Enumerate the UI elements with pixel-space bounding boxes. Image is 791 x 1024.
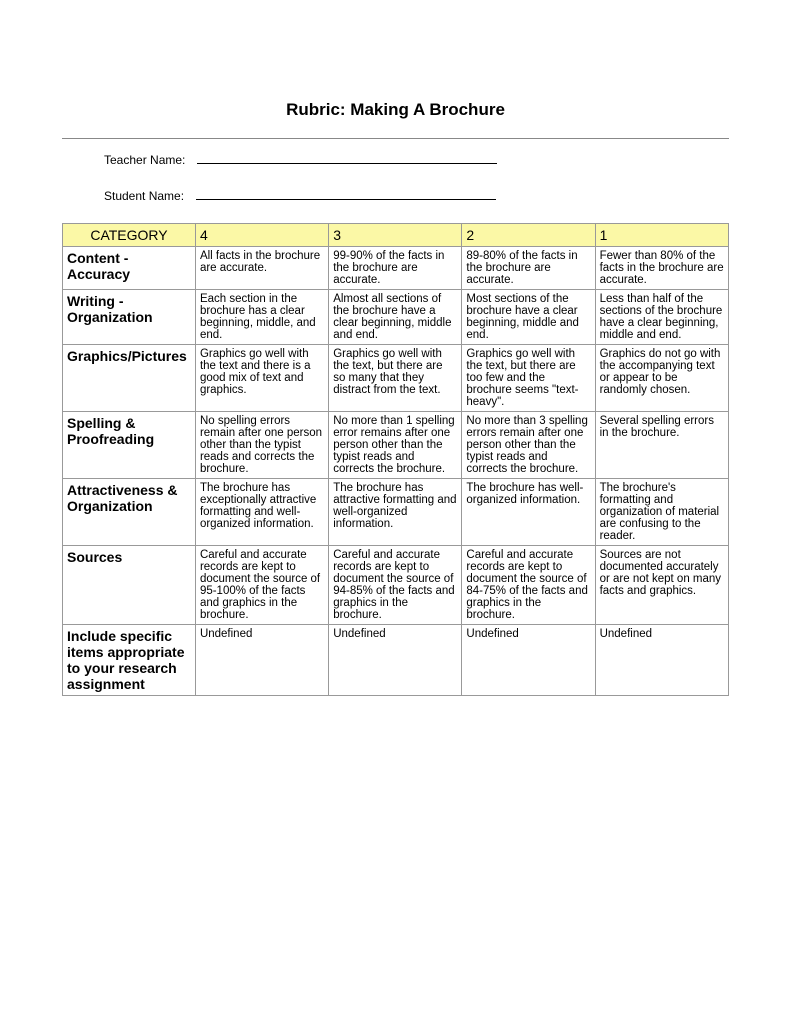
table-row: Spelling & Proofreading No spelling erro… — [63, 412, 729, 479]
header-score-1: 1 — [595, 224, 728, 247]
teacher-name-field: Teacher Name: — [104, 151, 729, 167]
cell: Graphics go well with the text, but ther… — [462, 345, 595, 412]
teacher-name-line — [197, 151, 497, 164]
cell: Graphics go well with the text, but ther… — [329, 345, 462, 412]
cell: Careful and accurate records are kept to… — [195, 546, 328, 625]
cell: Each section in the brochure has a clear… — [195, 290, 328, 345]
cell: Sources are not documented accurately or… — [595, 546, 728, 625]
category-name: Writing - Organization — [63, 290, 196, 345]
rubric-table: CATEGORY 4 3 2 1 Content - Accuracy All … — [62, 223, 729, 696]
cell: Most sections of the brochure have a cle… — [462, 290, 595, 345]
teacher-name-label: Teacher Name: — [104, 153, 185, 167]
cell: Undefined — [462, 625, 595, 696]
cell: All facts in the brochure are accurate. — [195, 247, 328, 290]
student-name-line — [196, 187, 496, 200]
cell: Fewer than 80% of the facts in the broch… — [595, 247, 728, 290]
cell: Undefined — [195, 625, 328, 696]
cell: The brochure has exceptionally attractiv… — [195, 479, 328, 546]
table-row: Content - Accuracy All facts in the broc… — [63, 247, 729, 290]
cell: Careful and accurate records are kept to… — [329, 546, 462, 625]
cell: Graphics go well with the text and there… — [195, 345, 328, 412]
table-row: Include specific items appropriate to yo… — [63, 625, 729, 696]
cell: Graphics do not go with the accompanying… — [595, 345, 728, 412]
category-name: Include specific items appropriate to yo… — [63, 625, 196, 696]
document-page: Rubric: Making A Brochure Teacher Name: … — [0, 0, 791, 696]
cell: Less than half of the sections of the br… — [595, 290, 728, 345]
category-name: Content - Accuracy — [63, 247, 196, 290]
table-row: Attractiveness & Organization The brochu… — [63, 479, 729, 546]
document-title: Rubric: Making A Brochure — [62, 100, 729, 120]
cell: Almost all sections of the brochure have… — [329, 290, 462, 345]
rubric-body: Content - Accuracy All facts in the broc… — [63, 247, 729, 696]
table-header-row: CATEGORY 4 3 2 1 — [63, 224, 729, 247]
cell: Undefined — [595, 625, 728, 696]
cell: No more than 3 spelling errors remain af… — [462, 412, 595, 479]
header-score-2: 2 — [462, 224, 595, 247]
cell: Careful and accurate records are kept to… — [462, 546, 595, 625]
category-name: Graphics/Pictures — [63, 345, 196, 412]
table-row: Graphics/Pictures Graphics go well with … — [63, 345, 729, 412]
category-name: Spelling & Proofreading — [63, 412, 196, 479]
header-category: CATEGORY — [63, 224, 196, 247]
cell: The brochure has attractive formatting a… — [329, 479, 462, 546]
cell: Several spelling errors in the brochure. — [595, 412, 728, 479]
cell: No more than 1 spelling error remains af… — [329, 412, 462, 479]
divider — [62, 138, 729, 139]
category-name: Attractiveness & Organization — [63, 479, 196, 546]
table-row: Sources Careful and accurate records are… — [63, 546, 729, 625]
student-name-label: Student Name: — [104, 189, 184, 203]
cell: 89-80% of the facts in the brochure are … — [462, 247, 595, 290]
cell: The brochure has well-organized informat… — [462, 479, 595, 546]
student-name-field: Student Name: — [104, 187, 729, 203]
header-score-4: 4 — [195, 224, 328, 247]
cell: 99-90% of the facts in the brochure are … — [329, 247, 462, 290]
cell: Undefined — [329, 625, 462, 696]
table-row: Writing - Organization Each section in t… — [63, 290, 729, 345]
header-score-3: 3 — [329, 224, 462, 247]
cell: No spelling errors remain after one pers… — [195, 412, 328, 479]
cell: The brochure's formatting and organizati… — [595, 479, 728, 546]
category-name: Sources — [63, 546, 196, 625]
